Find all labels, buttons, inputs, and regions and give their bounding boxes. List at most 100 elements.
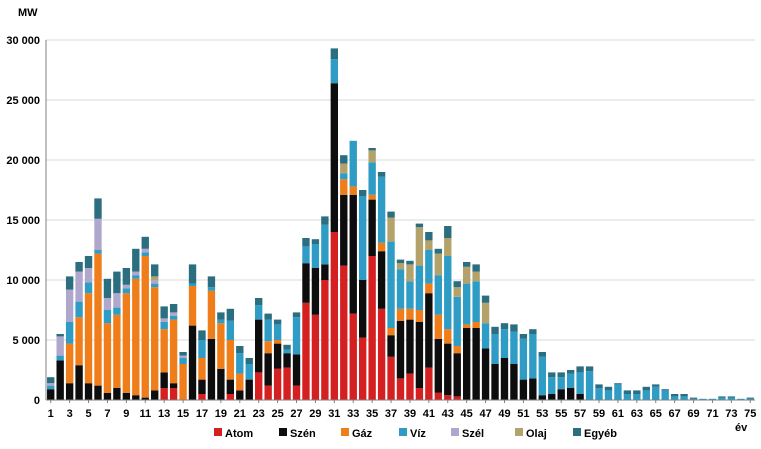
bar-segment-egyéb: [94, 198, 102, 219]
bar-segment-víz: [519, 338, 528, 380]
bar-segment-gáz: [207, 290, 216, 339]
bar-segment-víz: [510, 331, 518, 364]
bar-segment-atom: [198, 394, 206, 400]
bar-segment-gáz: [84, 293, 93, 384]
y-tick-label: 30 000: [6, 35, 40, 47]
bar-segment-víz: [576, 372, 584, 394]
bar-segment-egyéb: [255, 298, 263, 306]
bar-segment-víz: [103, 310, 112, 324]
bar-segment-víz: [529, 334, 537, 379]
bars: [47, 48, 754, 400]
bar-segment-egyéb: [642, 386, 650, 391]
bar-segment-víz: [566, 373, 575, 388]
legend-label-szél: Szél: [462, 428, 484, 440]
bar-segment-szél: [65, 289, 74, 322]
bar-segment-gáz: [169, 319, 178, 384]
bar-segment-atom: [264, 385, 272, 400]
x-tick-label: 37: [385, 408, 397, 420]
bar-segment-víz: [387, 241, 395, 328]
x-tick-label: 13: [158, 408, 170, 420]
bar-segment-egyéb: [245, 358, 253, 364]
bar-segment-egyéb: [84, 256, 93, 268]
bar-segment-egyéb: [614, 383, 622, 385]
x-tick-label: 75: [744, 408, 756, 420]
bar-segment-szén: [396, 320, 405, 379]
bar-segment-szén: [132, 395, 140, 400]
x-tick-label: 69: [687, 408, 699, 420]
bar-segment-szén: [368, 199, 376, 256]
bar-segment-szén: [472, 328, 480, 400]
bar-segment-gáz: [160, 329, 168, 373]
x-tick-label: 9: [123, 408, 129, 420]
bar-segment-víz: [47, 385, 55, 390]
bar-segment-víz: [321, 224, 329, 265]
bar-segment-egyéb: [566, 370, 575, 374]
bar-segment-szén: [160, 372, 168, 388]
bar-segment-gáz: [94, 253, 102, 386]
bar-segment-gáz: [415, 310, 424, 322]
bar-segment-szén: [283, 353, 291, 368]
bar-segment-olaj: [151, 276, 159, 280]
bar-segment-víz: [302, 246, 310, 264]
bar-segment-egyéb: [302, 238, 310, 247]
bar-segment-egyéb: [604, 386, 613, 391]
bar-segment-szén: [65, 383, 74, 400]
bar-segment-víz: [604, 390, 613, 400]
x-tick-label: 51: [517, 408, 529, 420]
x-tick-label: 25: [271, 408, 283, 420]
bar-segment-atom: [368, 256, 376, 400]
bar-segment-atom: [415, 388, 424, 400]
bar-segment-egyéb: [453, 281, 461, 288]
bar-segment-atom: [406, 373, 414, 400]
bar-segment-atom: [444, 395, 452, 400]
bar-segment-egyéb: [529, 329, 537, 334]
legend-label-olaj: Olaj: [526, 428, 547, 440]
bar-segment-olaj: [425, 240, 433, 250]
bar-segment-szél: [84, 268, 93, 283]
bar-segment-víz: [226, 320, 235, 340]
bar-segment-víz: [94, 250, 102, 254]
bar-segment-egyéb: [623, 390, 632, 394]
x-tick-label: 3: [67, 408, 73, 420]
bar-segment-gáz: [188, 286, 197, 326]
bar-segment-szén: [75, 365, 83, 400]
bar-segment-szén: [538, 395, 546, 400]
bar-segment-egyéb: [75, 262, 83, 272]
bar-segment-víz: [122, 288, 131, 294]
bar-segment-egyéb: [169, 304, 178, 313]
bar-segment-egyéb: [633, 390, 641, 394]
bar-segment-atom: [453, 396, 461, 400]
bar-segment-szén: [273, 343, 282, 369]
bar-segment-szél: [132, 271, 140, 276]
bar-segment-gáz: [113, 314, 121, 388]
bar-segment-gáz: [75, 317, 83, 366]
legend-swatch-egyéb: [573, 428, 581, 436]
bar-segment-egyéb: [273, 319, 282, 325]
bar-segment-egyéb: [264, 313, 272, 320]
bar-segment-egyéb: [141, 236, 149, 249]
x-tick-label: 59: [593, 408, 605, 420]
bar-segment-szén: [255, 319, 263, 373]
bar-segment-víz: [472, 281, 480, 322]
legend-swatch-gáz: [341, 428, 349, 436]
bar-segment-szén: [377, 251, 386, 309]
legend-label-víz: Víz: [410, 428, 426, 440]
y-axis-title: MW: [18, 7, 38, 19]
bar-segment-egyéb: [188, 264, 197, 284]
bar-segment-gáz: [179, 364, 187, 400]
bar-segment-szél: [103, 298, 112, 310]
bar-segment-egyéb: [236, 346, 244, 354]
bar-segment-szén: [56, 360, 64, 400]
bar-segment-egyéb: [151, 264, 159, 277]
bar-segment-szén: [217, 368, 225, 400]
bar-segment-szén: [311, 268, 320, 315]
bar-segment-gáz: [434, 314, 442, 339]
bar-segment-gáz: [425, 283, 433, 294]
bar-segment-atom: [255, 372, 263, 400]
bar-segment-víz: [406, 281, 414, 309]
bar-segment-víz: [179, 358, 187, 364]
bar-segment-szél: [56, 336, 64, 356]
bar-segment-egyéb: [65, 276, 74, 290]
bar-segment-olaj: [434, 253, 442, 276]
bar-segment-szén: [113, 388, 121, 400]
